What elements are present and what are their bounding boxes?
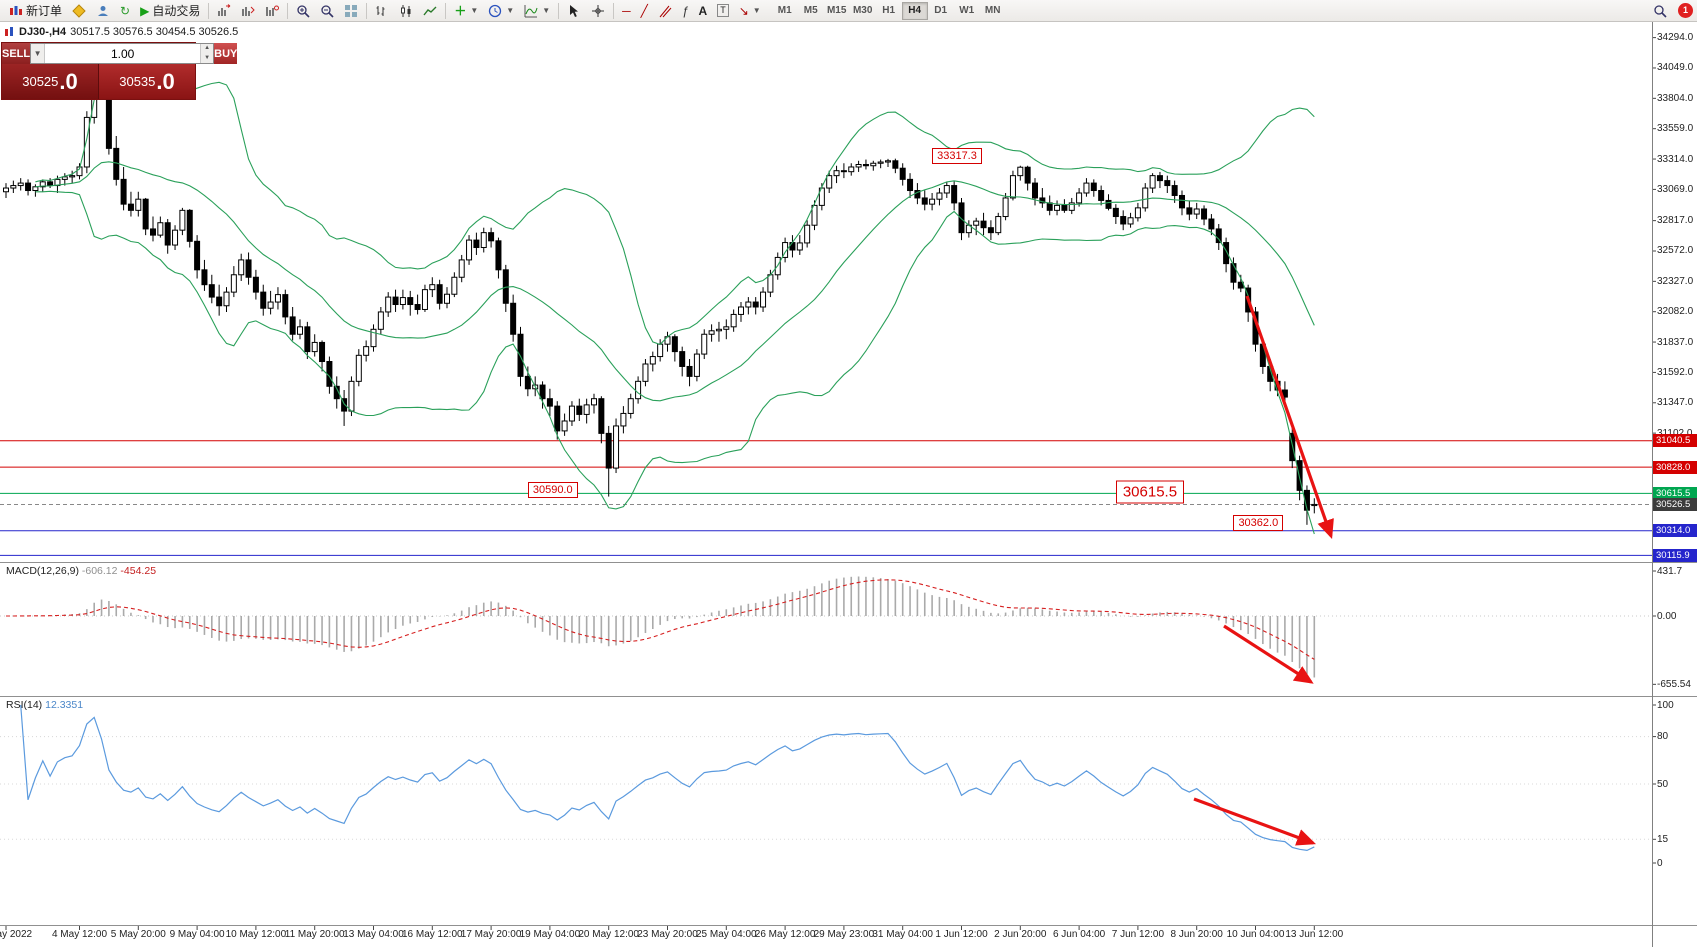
arrow-tool-button[interactable]: ↘ ▼ <box>734 1 766 20</box>
chevron-down-icon: ▼ <box>752 6 761 15</box>
timeframe-toolbar: M1 M5 M15 M30 H1 H4 D1 W1 MN <box>772 1 1006 20</box>
buy-price-pips: .0 <box>156 68 175 94</box>
symbol-icon <box>5 27 13 36</box>
search-icon[interactable] <box>1648 1 1672 20</box>
new-order-button[interactable]: 新订单 <box>4 1 67 20</box>
sell-price-pips: .0 <box>59 68 78 94</box>
refresh-icon[interactable]: ↻ <box>115 1 135 20</box>
rsi-name: RSI(14) <box>6 699 43 711</box>
price-annotation[interactable]: 30615.5 <box>1115 480 1185 504</box>
symbol-timeframe: DJ30-,H4 <box>19 26 67 38</box>
text-button[interactable]: A <box>694 1 713 20</box>
volume-control: ▼ ▲▼ <box>30 43 215 64</box>
price-annotation[interactable]: 33317.3 <box>932 147 982 164</box>
timeframe-m30-button[interactable]: M30 <box>850 2 876 20</box>
chart-shift-button[interactable] <box>212 1 236 20</box>
rsi-value: 12.3351 <box>45 699 84 711</box>
sell-price-main: 30525 <box>22 74 59 89</box>
volume-down-icon[interactable]: ▼ <box>201 53 214 63</box>
main-toolbar: 新订单 ↻ ▶ 自动交易 ＋ ▼ ▼ ▼ ─ ╱ ƒ A T ↘ ▼ M1 M5 M… <box>0 0 1697 22</box>
chevron-down-icon: ▼ <box>542 6 551 15</box>
horizontal-line-button[interactable]: ─ <box>617 1 636 20</box>
macd-name: MACD(12,26,9) <box>6 565 79 577</box>
price-axis-divider <box>1652 22 1653 947</box>
chevron-down-icon: ▼ <box>470 6 479 15</box>
timeframe-mn-button: MN <box>980 2 1006 20</box>
toolbar-separator <box>445 2 447 19</box>
volume-up-icon[interactable]: ▲ <box>201 44 214 54</box>
toolbar-separator <box>558 2 560 19</box>
tile-windows-button[interactable] <box>339 1 363 20</box>
timeframe-m15-button[interactable]: M15 <box>824 2 850 20</box>
volume-input[interactable] <box>45 44 201 63</box>
cursor-button[interactable] <box>562 1 586 20</box>
buy-price-main: 30535 <box>119 74 156 89</box>
zoom-in-button[interactable] <box>291 1 315 20</box>
line-chart-button[interactable] <box>418 1 442 20</box>
chevron-down-icon: ▼ <box>506 6 515 15</box>
toolbar-separator <box>208 2 210 19</box>
zoom-out-button[interactable] <box>315 1 339 20</box>
autotrade-button[interactable]: ▶ 自动交易 <box>135 1 205 20</box>
auto-scroll-button[interactable] <box>236 1 260 20</box>
timeframe-m1-button[interactable]: M1 <box>772 2 798 20</box>
macd-value: -606.12 <box>81 565 118 577</box>
time-axis-divider <box>0 925 1697 926</box>
period-button[interactable]: ▼ <box>483 1 519 20</box>
text-label-button[interactable]: T <box>712 1 734 20</box>
sell-price-button[interactable]: 30525.0 <box>2 64 99 99</box>
macd-indicator-label: MACD(12,26,9) -606.12 -454.25 <box>6 565 156 577</box>
bar-chart-button[interactable] <box>370 1 394 20</box>
sell-button[interactable]: SELL <box>2 43 31 64</box>
buy-button[interactable]: BUY <box>214 43 238 64</box>
chart-properties-button[interactable] <box>260 1 284 20</box>
autotrade-label: 自动交易 <box>152 4 201 18</box>
chart-title: DJ30-,H4 30517.5 30576.5 30454.5 30526.5 <box>5 26 238 38</box>
notification-badge[interactable]: 1 <box>1678 3 1693 18</box>
fibonacci-button[interactable]: ƒ <box>677 1 694 20</box>
trendline-button[interactable]: ╱ <box>636 1 653 20</box>
indicators-button[interactable]: ▼ <box>519 1 555 20</box>
profile-button[interactable] <box>91 1 115 20</box>
volume-stepper[interactable]: ▲ ▼ <box>200 44 214 63</box>
price-annotation[interactable]: 30362.0 <box>1233 514 1284 531</box>
crosshair-button[interactable] <box>586 1 610 20</box>
toolbar-separator <box>366 2 368 19</box>
timeframe-d1-button[interactable]: D1 <box>928 2 954 20</box>
toolbar-separator <box>287 2 289 19</box>
timeframe-m5-button[interactable]: M5 <box>798 2 824 20</box>
timeframe-h1-button[interactable]: H1 <box>876 2 902 20</box>
new-order-label: 新订单 <box>26 4 63 18</box>
play-icon: ▶ <box>140 3 150 18</box>
channel-button[interactable] <box>653 1 677 20</box>
macd-panel-divider[interactable] <box>0 562 1697 563</box>
price-annotation[interactable]: 30590.0 <box>527 482 578 499</box>
rsi-panel-divider[interactable] <box>0 696 1697 697</box>
timeframe-h4-button[interactable]: H4 <box>901 1 928 20</box>
one-click-trading-panel: SELL ▼ ▲▼ BUY 30525.0 30535.0 <box>1 42 238 100</box>
macd-signal-value: -454.25 <box>120 565 157 577</box>
candlestick-chart-button[interactable] <box>394 1 418 20</box>
mql-community-button[interactable] <box>67 1 91 20</box>
ohlc-readout: 30517.5 30576.5 30454.5 30526.5 <box>70 26 239 38</box>
volume-dropdown-icon[interactable]: ▼ <box>31 44 46 63</box>
rsi-indicator-label: RSI(14) 12.3351 <box>6 699 83 711</box>
toolbar-separator <box>613 2 615 19</box>
new-chart-button[interactable]: ＋ ▼ <box>449 1 483 20</box>
buy-price-button[interactable]: 30535.0 <box>99 64 195 99</box>
timeframe-w1-button[interactable]: W1 <box>954 2 980 20</box>
